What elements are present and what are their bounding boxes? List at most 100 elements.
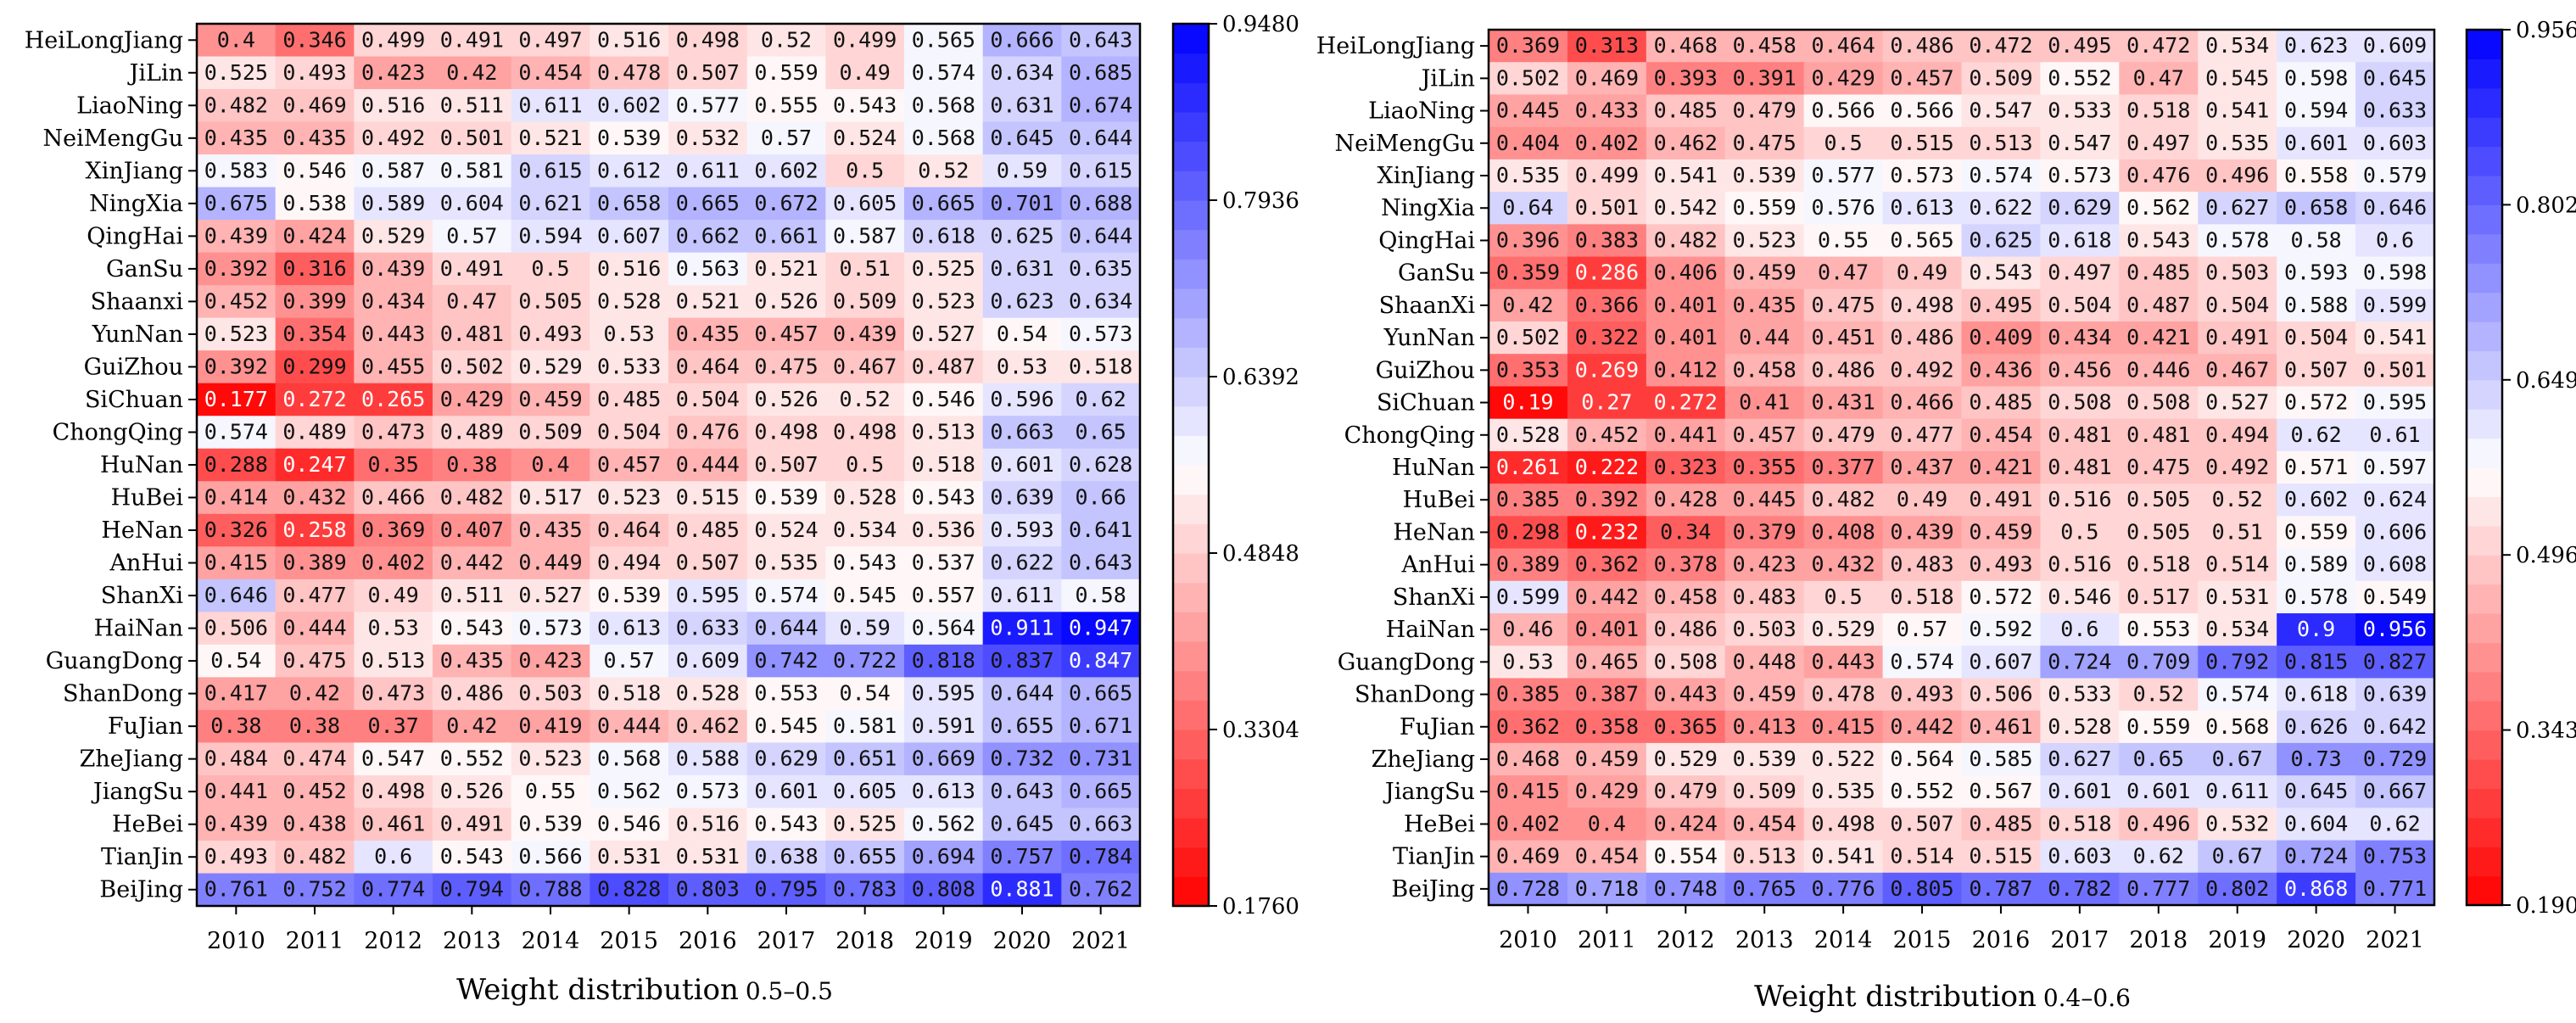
cell-value-label: 0.433 (1575, 98, 1639, 123)
y-tick-label: NingXia (1381, 195, 1475, 221)
heatmap-cell (1567, 516, 1647, 550)
cell-value-label: 0.564 (1890, 746, 1953, 771)
cell-value-label: 0.642 (2363, 714, 2427, 739)
cell-value-label: 0.483 (1890, 552, 1953, 577)
cell-value-label: 0.589 (361, 191, 425, 215)
cell-value-label: 0.378 (1654, 552, 1718, 577)
cell-value-label: 0.601 (2048, 779, 2111, 803)
colorbar-band (1173, 788, 1209, 819)
colorbar-band (2467, 176, 2502, 205)
cell-value-label: 0.38 (289, 713, 340, 738)
cell-value-label: 0.4 (217, 27, 255, 52)
cell-value-label: 0.38 (210, 713, 261, 738)
cell-value-label: 0.559 (754, 60, 818, 85)
heatmap-cell (1961, 678, 2042, 712)
cell-value-label: 0.54 (997, 321, 1048, 346)
cell-value-label: 0.911 (990, 616, 1053, 640)
heatmap-cell (511, 612, 590, 646)
heatmap-cell (904, 383, 984, 416)
cell-value-label: 0.265 (361, 387, 425, 411)
cell-value-label: 0.576 (1811, 195, 1875, 220)
cell-value-label: 0.663 (1069, 812, 1132, 836)
colorbar-band (1173, 700, 1209, 730)
heatmap-cell (511, 285, 590, 319)
heatmap-cell (2277, 224, 2356, 258)
heatmap-cell (2355, 418, 2435, 452)
heatmap-cell (2355, 775, 2435, 808)
heatmap-cell (2040, 94, 2120, 128)
heatmap-cell (1961, 126, 2042, 160)
heatmap-cell (904, 448, 984, 482)
heatmap-cell (1803, 450, 1884, 484)
cell-value-label: 0.603 (2363, 131, 2427, 155)
cell-value-label: 0.6 (374, 844, 412, 869)
heatmap-cell (982, 220, 1062, 254)
y-tick-label: FuJian (108, 713, 183, 740)
heatmap-cell (2198, 192, 2277, 225)
cell-value-label: 0.481 (2048, 422, 2111, 447)
heatmap-cell (1567, 62, 1647, 96)
heatmap-cell (590, 873, 669, 907)
cell-value-label: 0.574 (1969, 163, 2032, 187)
cell-value-label: 0.508 (2126, 390, 2190, 415)
colorbar-band (2467, 701, 2502, 731)
heatmap-cell (1882, 126, 1963, 160)
cell-value-label: 0.514 (1890, 844, 1953, 869)
cell-value-label: 0.449 (518, 551, 582, 575)
cell-value-label: 0.546 (282, 158, 346, 182)
cell-value-label: 0.55 (1818, 227, 1869, 252)
heatmap-cell (2040, 321, 2120, 355)
heatmap-cell (1646, 808, 1726, 841)
heatmap-cell (982, 154, 1062, 188)
cell-value-label: 0.956 (2363, 617, 2427, 641)
cell-value-label: 0.54 (840, 681, 891, 706)
cell-value-label: 0.527 (912, 321, 975, 346)
heatmap-cell (746, 383, 826, 416)
heatmap-cell (197, 154, 277, 188)
cell-value-label: 0.504 (2205, 293, 2269, 317)
heatmap-cell (590, 89, 669, 123)
cell-value-label: 0.258 (282, 517, 346, 542)
heatmap-cell (1724, 580, 1805, 614)
cell-value-label: 0.487 (2126, 293, 2190, 317)
cell-value-label: 0.502 (440, 354, 504, 378)
colorbar-band (2467, 409, 2502, 439)
cell-value-label: 0.442 (1890, 714, 1953, 739)
cell-value-label: 0.439 (833, 321, 897, 346)
cell-value-label: 0.753 (2363, 844, 2427, 869)
heatmap-cell (354, 840, 433, 875)
y-tick-label: SiChuan (85, 387, 183, 413)
cell-value-label: 0.534 (2205, 617, 2269, 641)
cell-value-label: 0.59 (840, 616, 891, 640)
cell-value-label: 0.475 (282, 648, 346, 673)
cell-value-label: 0.498 (1811, 811, 1875, 836)
heatmap-cell (1724, 354, 1805, 388)
cell-value-label: 0.458 (1654, 584, 1718, 609)
cell-value-label: 0.424 (282, 223, 346, 248)
cell-value-label: 0.424 (1654, 811, 1718, 836)
heatmap-cell (668, 317, 748, 351)
cell-value-label: 0.545 (2205, 65, 2269, 90)
heatmap-cell (1646, 418, 1726, 452)
cell-value-label: 0.646 (2363, 195, 2427, 220)
heatmap-cell (1061, 383, 1141, 416)
cell-value-label: 0.604 (2284, 811, 2348, 836)
heatmap-cell (354, 220, 433, 254)
cell-value-label: 0.498 (833, 419, 897, 444)
heatmap-cell (2198, 159, 2277, 193)
cell-value-label: 0.421 (2126, 325, 2190, 349)
heatmap-cell (2355, 678, 2435, 712)
cell-value-label: 0.468 (1496, 746, 1560, 771)
cell-value-label: 0.742 (754, 648, 818, 673)
cell-value-label: 0.625 (990, 223, 1053, 248)
heatmap-cell (1803, 224, 1884, 258)
heatmap-cell (1724, 159, 1805, 193)
heatmap-cell (2040, 742, 2120, 776)
cell-value-label: 0.391 (1733, 65, 1796, 90)
colorbar-band (1173, 847, 1209, 877)
heatmap-cell (433, 121, 512, 155)
cell-value-label: 0.496 (2126, 811, 2190, 836)
cell-value-label: 0.5 (1824, 584, 1863, 609)
cell-value-label: 0.621 (518, 191, 582, 215)
colorbar-band (2467, 875, 2502, 906)
